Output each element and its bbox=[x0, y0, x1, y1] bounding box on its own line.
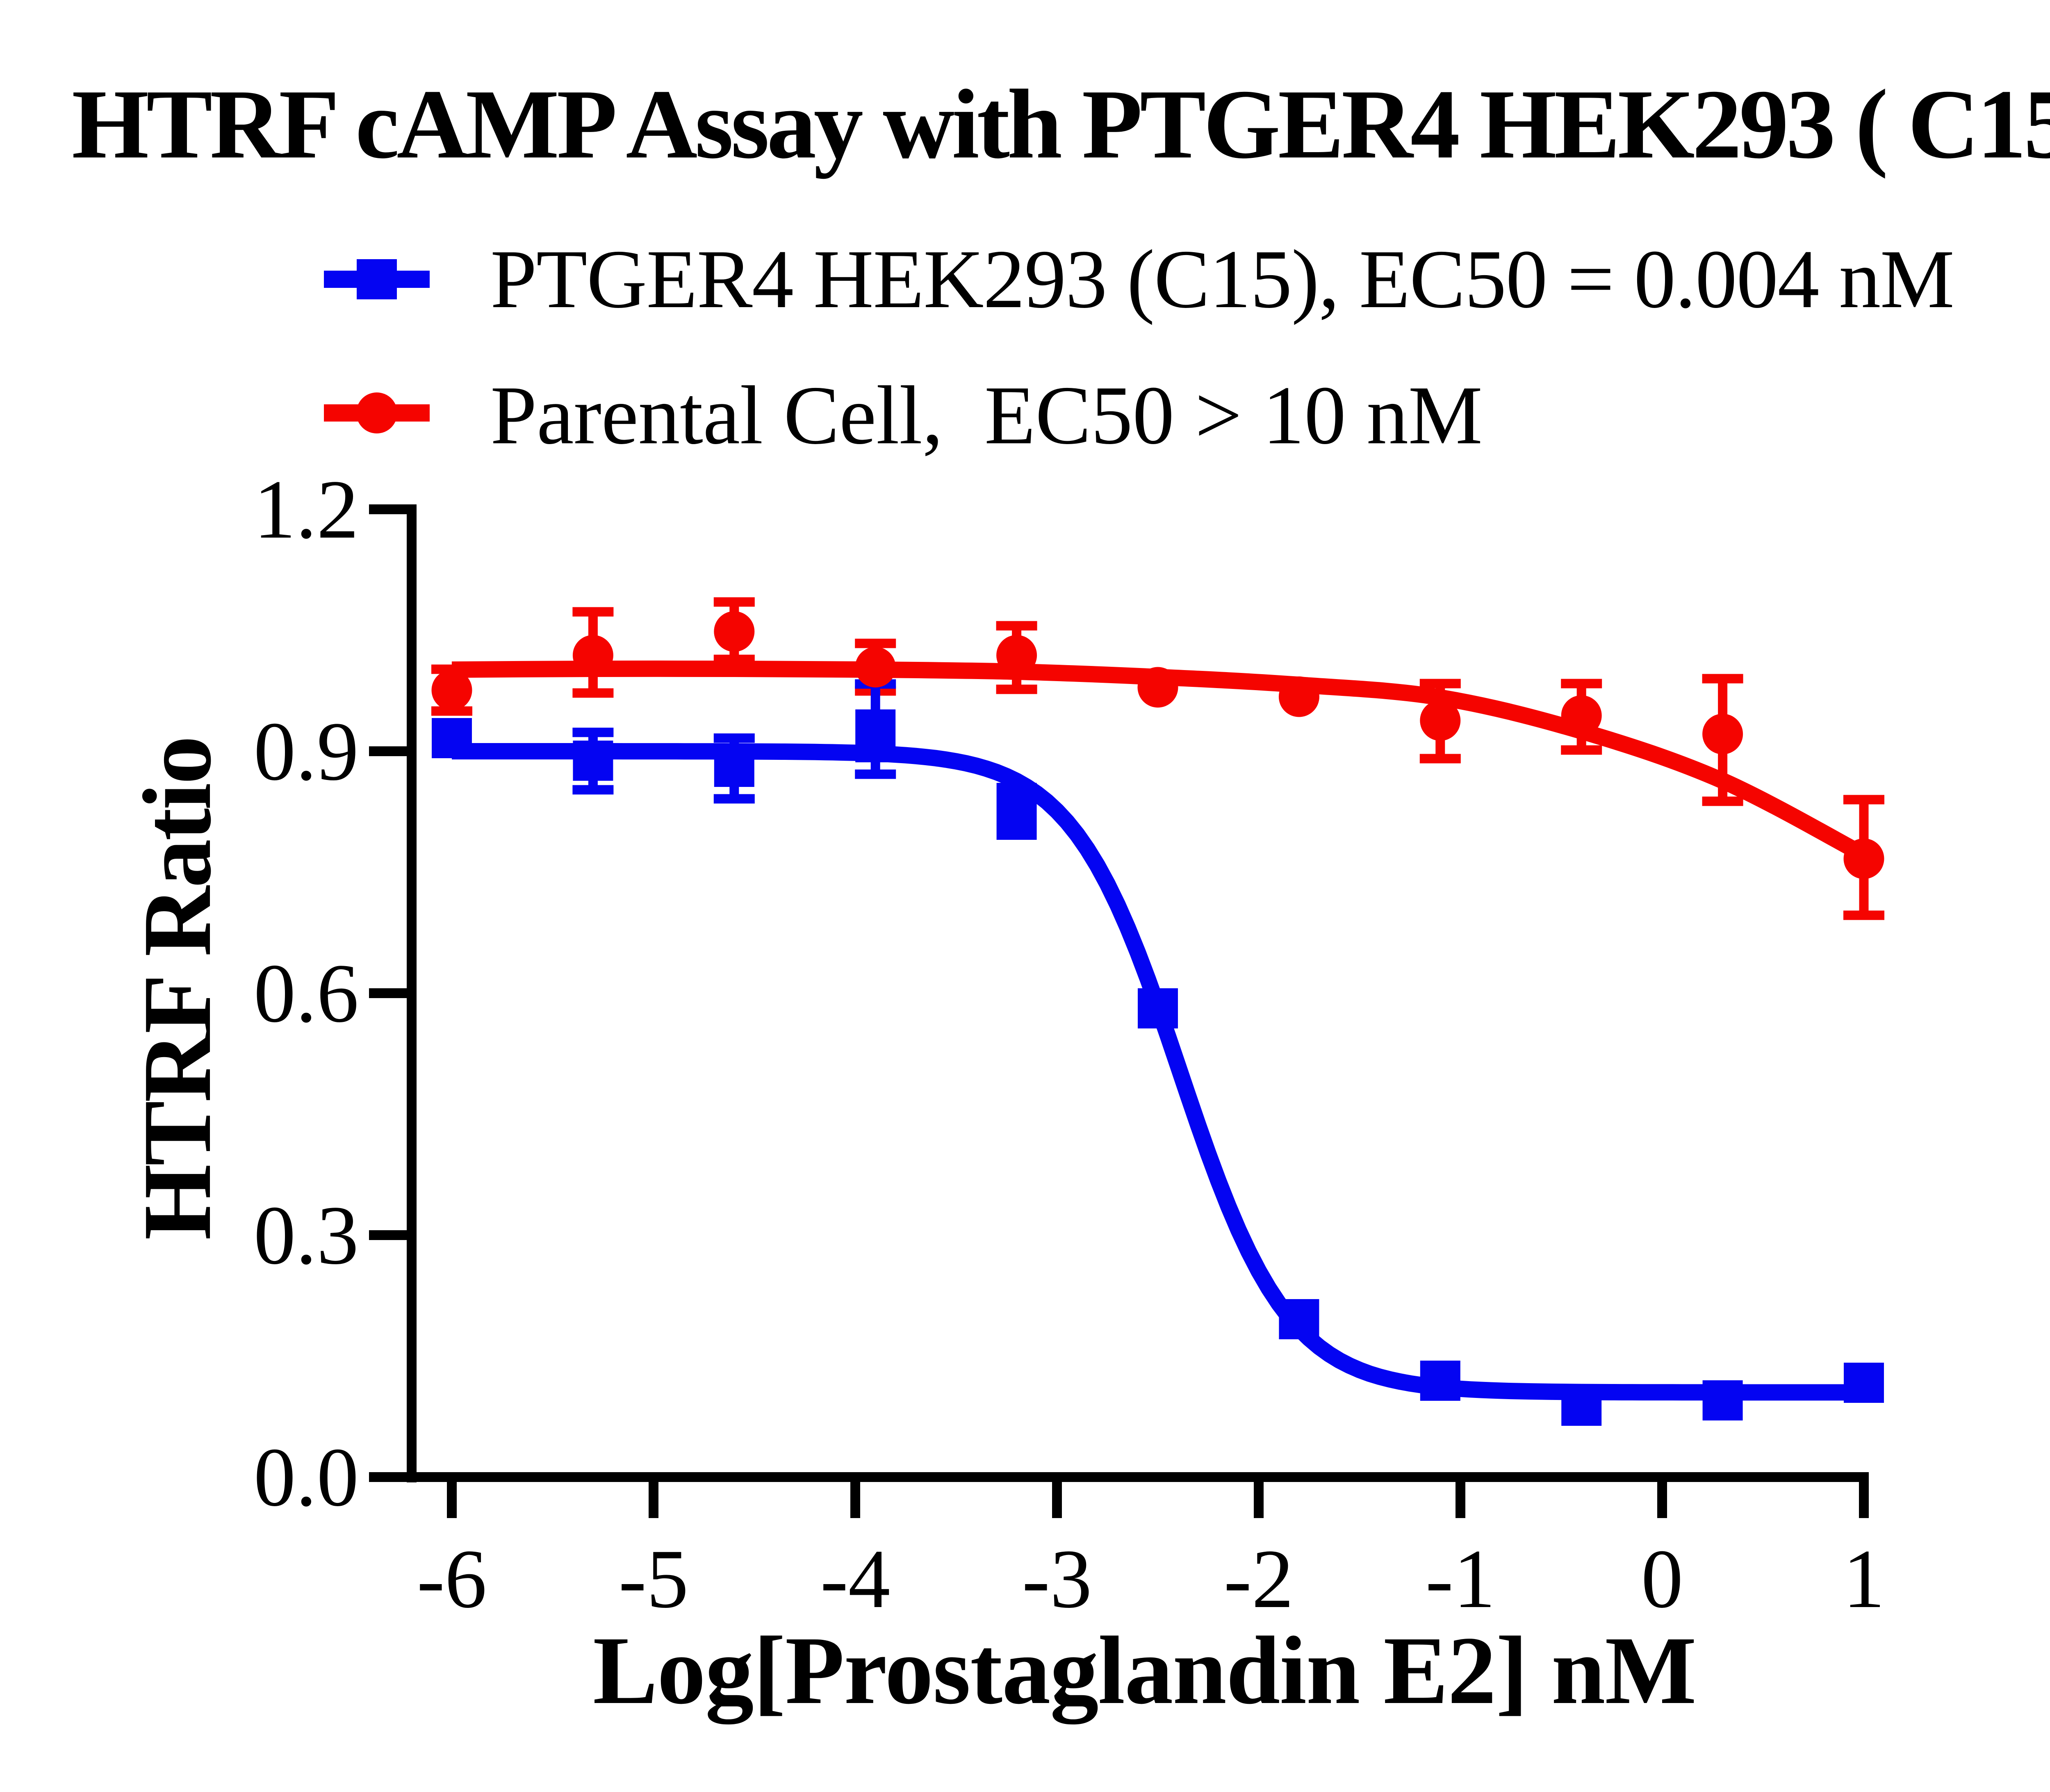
svg-text:-4: -4 bbox=[820, 1532, 891, 1626]
svg-text:1: 1 bbox=[1843, 1532, 1885, 1626]
svg-text:HTRF Ratio: HTRF Ratio bbox=[123, 736, 231, 1240]
svg-text:Parental Cell, EC50 > 10 nM: Parental Cell, EC50 > 10 nM bbox=[490, 369, 1483, 462]
svg-text:0.3: 0.3 bbox=[254, 1189, 359, 1282]
svg-text:-3: -3 bbox=[1022, 1532, 1092, 1626]
svg-text:-5: -5 bbox=[619, 1532, 689, 1626]
svg-text:PTGER4 HEK293 (C15), EC50 = 0.: PTGER4 HEK293 (C15), EC50 = 0.004 nM bbox=[490, 233, 1954, 326]
svg-text:0: 0 bbox=[1641, 1532, 1683, 1626]
svg-text:HTRF cAMP Assay with PTGER4 HE: HTRF cAMP Assay with PTGER4 HEK293 ( C15… bbox=[72, 69, 2050, 179]
svg-text:0.0: 0.0 bbox=[254, 1431, 359, 1524]
svg-text:0.9: 0.9 bbox=[254, 705, 359, 798]
svg-text:0.6: 0.6 bbox=[254, 947, 359, 1040]
svg-text:1.2: 1.2 bbox=[254, 463, 359, 556]
svg-text:-6: -6 bbox=[417, 1532, 487, 1626]
svg-text:-1: -1 bbox=[1426, 1532, 1496, 1626]
svg-text:-2: -2 bbox=[1224, 1532, 1294, 1626]
svg-text:Log[Prostaglandin E2] nM: Log[Prostaglandin E2] nM bbox=[593, 1617, 1697, 1724]
